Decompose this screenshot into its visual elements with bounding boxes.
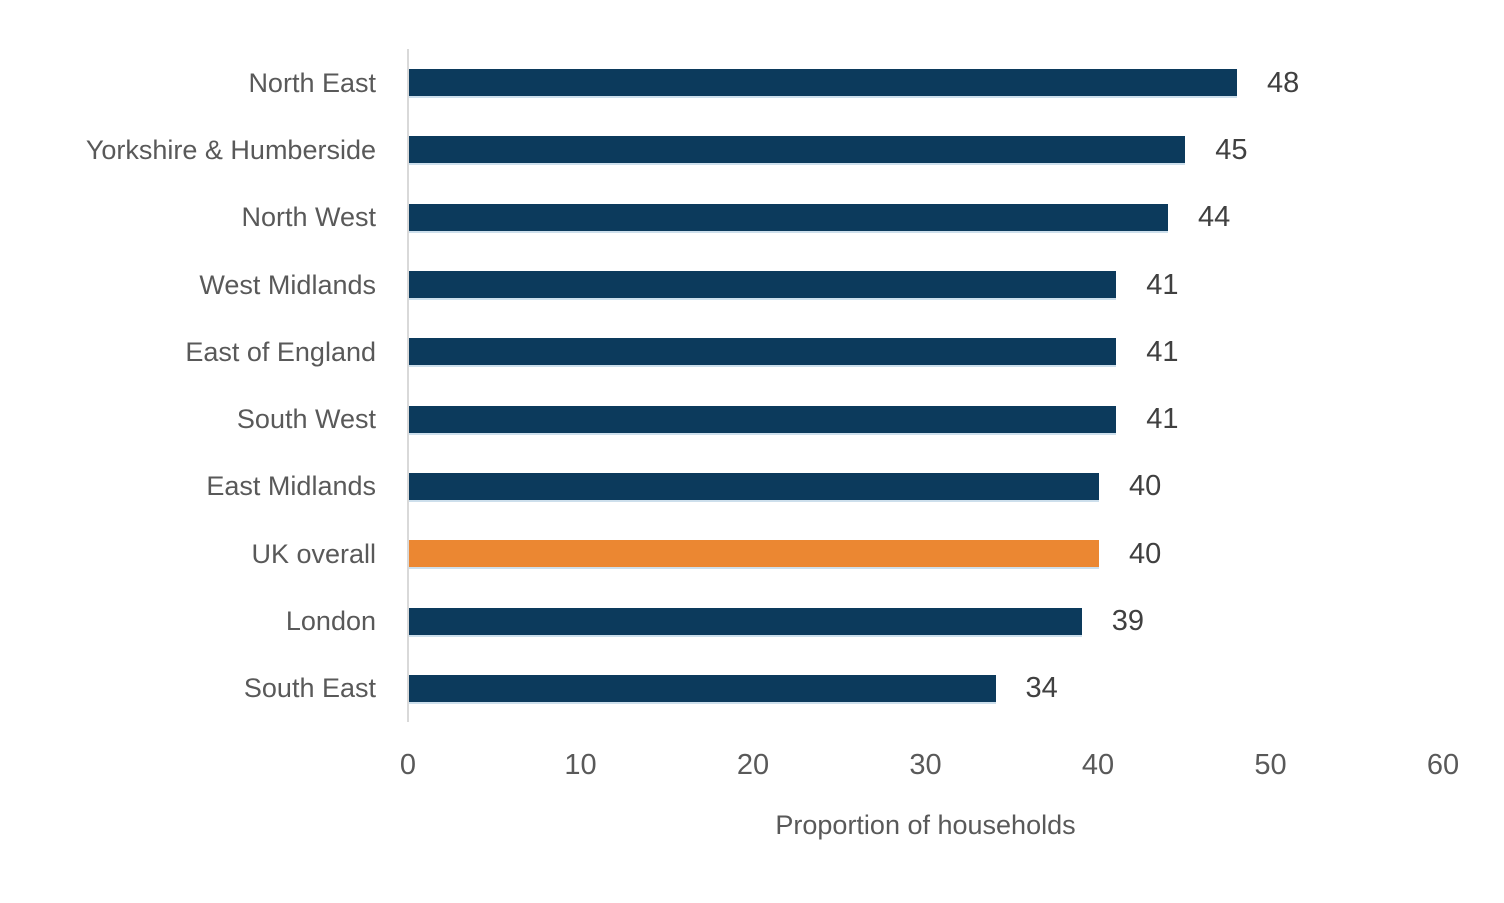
x-tick-label: 50 bbox=[1254, 749, 1287, 781]
category-label: South West bbox=[236, 404, 376, 435]
x-tick-label: 40 bbox=[1081, 749, 1115, 781]
x-tick-label: 20 bbox=[736, 749, 770, 781]
bar bbox=[409, 203, 1168, 231]
x-tick-label: 60 bbox=[1426, 749, 1460, 781]
bar-highlight bbox=[409, 540, 1099, 568]
bar bbox=[409, 69, 1237, 97]
bar bbox=[409, 607, 1082, 635]
bar bbox=[409, 405, 1117, 433]
value-label: 41 bbox=[1146, 268, 1179, 301]
x-tick-label: 30 bbox=[909, 749, 942, 781]
category-label: North East bbox=[248, 67, 376, 98]
category-label: East of England bbox=[185, 336, 376, 367]
category-label: London bbox=[285, 606, 376, 637]
value-label: 45 bbox=[1215, 133, 1248, 166]
bar bbox=[409, 674, 996, 702]
category-label: South East bbox=[243, 673, 376, 704]
category-label: Yorkshire & Humberside bbox=[85, 134, 376, 165]
category-label: West Midlands bbox=[199, 269, 376, 300]
bar bbox=[409, 271, 1117, 299]
value-label: 48 bbox=[1267, 66, 1300, 99]
bar bbox=[409, 472, 1099, 500]
value-label: 41 bbox=[1146, 403, 1179, 436]
category-label: UK overall bbox=[251, 538, 376, 569]
value-label: 40 bbox=[1129, 470, 1162, 503]
x-axis-title: Proportion of households bbox=[775, 810, 1076, 840]
x-tick-label: 10 bbox=[564, 749, 597, 781]
category-label: East Midlands bbox=[206, 471, 376, 502]
value-label: 41 bbox=[1146, 335, 1179, 368]
bar bbox=[409, 136, 1186, 164]
bar bbox=[409, 338, 1117, 366]
y-axis-line bbox=[407, 49, 409, 722]
value-label: 40 bbox=[1129, 537, 1162, 570]
value-label: 39 bbox=[1111, 605, 1145, 638]
value-label: 44 bbox=[1198, 201, 1231, 234]
x-tick-label: 0 bbox=[399, 749, 417, 781]
category-label: North West bbox=[241, 202, 376, 233]
value-label: 34 bbox=[1025, 672, 1058, 705]
